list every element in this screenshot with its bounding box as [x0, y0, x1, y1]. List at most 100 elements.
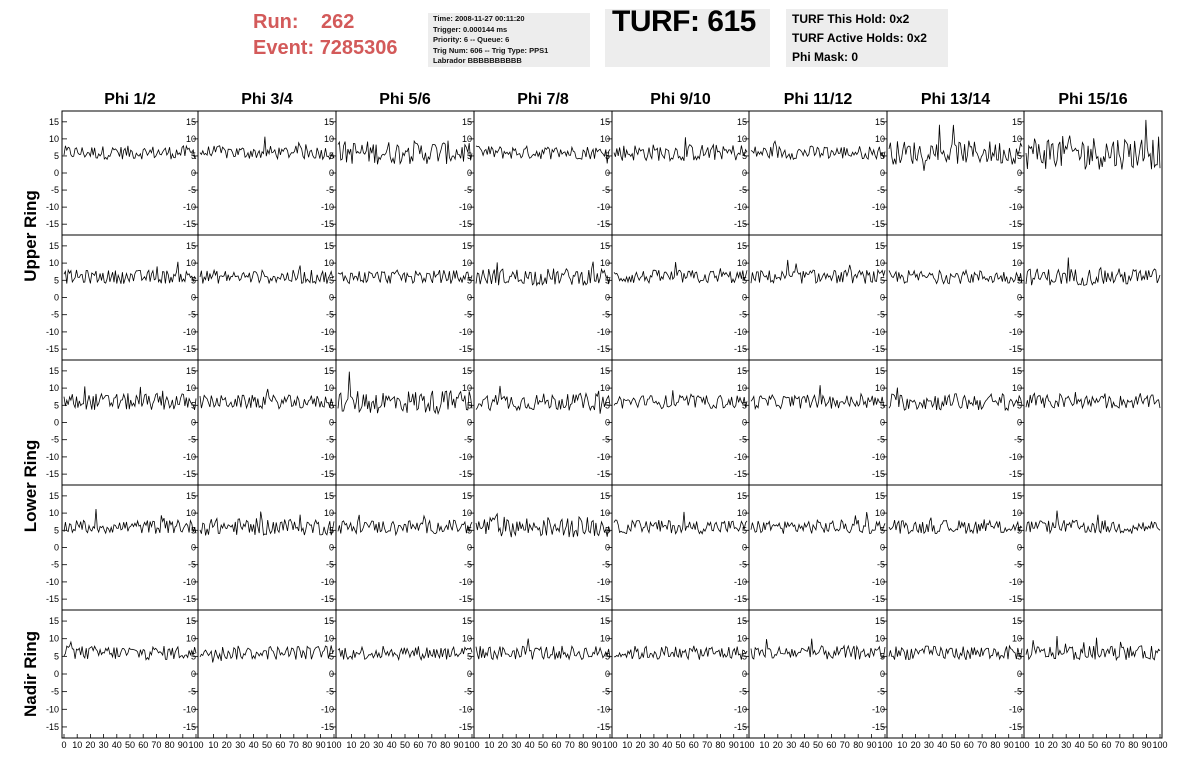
y-tick-label: 0	[605, 418, 610, 428]
x-tick-label: 30	[649, 740, 659, 750]
y-tick-label: -15	[872, 722, 885, 732]
y-tick-label: -5	[464, 435, 472, 445]
x-tick-label: 20	[911, 740, 921, 750]
column-header: Phi 1/2	[104, 91, 156, 108]
panel-frame	[1023, 234, 1163, 361]
y-tick-label: 15	[462, 491, 472, 501]
y-tick-label: 0	[467, 669, 472, 679]
y-tick-label: 15	[1012, 241, 1022, 251]
y-tick-label: 5	[880, 651, 885, 661]
y-tick-label: -10	[1009, 452, 1022, 462]
y-tick-label: 15	[737, 491, 747, 501]
y-tick-label: 5	[742, 651, 747, 661]
y-tick-label: -15	[734, 722, 747, 732]
y-tick-label: -10	[183, 704, 196, 714]
panel-frame	[886, 609, 1025, 739]
info-line: Priority: 6 -- Queue: 6	[433, 35, 510, 44]
y-tick-label: 0	[467, 418, 472, 428]
y-tick-label: 0	[191, 293, 196, 303]
x-tick-label: 30	[235, 740, 245, 750]
panel-frame	[61, 234, 199, 361]
waveform-trace	[888, 268, 1023, 285]
panel-frame	[335, 359, 475, 486]
y-tick-label: -15	[597, 344, 610, 354]
y-tick-label: 5	[742, 400, 747, 410]
y-tick-label: -5	[51, 435, 59, 445]
panel-frame	[748, 609, 888, 739]
x-tick-label: 20	[1048, 740, 1058, 750]
y-tick-label: -10	[734, 452, 747, 462]
y-tick-label: 5	[191, 651, 196, 661]
event-label: Event:	[253, 37, 315, 59]
panel-frame	[1023, 484, 1163, 611]
panel-frame	[197, 110, 337, 236]
waveform-trace	[888, 644, 1023, 661]
x-tick-label: 70	[1115, 740, 1125, 750]
y-tick-label: 5	[329, 525, 334, 535]
x-tick-label: 70	[840, 740, 850, 750]
y-tick-label: 10	[875, 508, 885, 518]
column-header: Phi 5/6	[379, 91, 431, 108]
y-tick-label: -15	[872, 594, 885, 604]
y-tick-label: -10	[597, 577, 610, 587]
y-tick-label: 10	[600, 258, 610, 268]
x-tick-label: 30	[924, 740, 934, 750]
x-tick-label: 80	[715, 740, 725, 750]
y-tick-label: -15	[459, 344, 472, 354]
x-tick-label: 40	[525, 740, 535, 750]
panel-frame	[611, 234, 750, 361]
y-tick-label: 15	[49, 117, 59, 127]
waveform-trace	[337, 371, 473, 416]
waveform-trace	[475, 261, 611, 287]
y-tick-label: 5	[1017, 400, 1022, 410]
y-tick-label: -15	[183, 344, 196, 354]
y-tick-label: 0	[742, 669, 747, 679]
y-tick-label: -10	[459, 704, 472, 714]
x-tick-label: 50	[813, 740, 823, 750]
run-value: 262	[321, 11, 355, 33]
panel-frame	[335, 609, 475, 739]
y-tick-label: 15	[875, 616, 885, 626]
waveform-trace	[199, 265, 335, 285]
y-tick-label: 0	[1017, 418, 1022, 428]
y-tick-label: -10	[46, 202, 59, 212]
column-header: Phi 13/14	[921, 91, 990, 108]
y-tick-label: -5	[602, 560, 610, 570]
y-tick-label: -10	[872, 577, 885, 587]
y-tick-label: -5	[464, 310, 472, 320]
y-tick-label: -10	[321, 202, 334, 212]
y-tick-label: -10	[183, 452, 196, 462]
waveform-trace	[1025, 119, 1161, 170]
y-tick-label: 15	[462, 366, 472, 376]
x-tick-label: 30	[1061, 740, 1071, 750]
panel-frame	[473, 609, 613, 739]
y-tick-label: -10	[46, 704, 59, 714]
y-tick-label: -5	[51, 560, 59, 570]
y-tick-label: -10	[46, 452, 59, 462]
y-tick-label: 5	[1017, 151, 1022, 161]
y-tick-label: 0	[880, 418, 885, 428]
y-tick-label: 0	[1017, 293, 1022, 303]
x-tick-label: 40	[1075, 740, 1085, 750]
y-tick-label: -15	[872, 344, 885, 354]
y-tick-label: -5	[51, 687, 59, 697]
y-tick-label: 10	[462, 508, 472, 518]
x-tick-label: 50	[125, 740, 135, 750]
y-tick-label: -5	[739, 560, 747, 570]
y-tick-label: -5	[877, 560, 885, 570]
y-tick-label: 10	[737, 383, 747, 393]
x-tick-label: 90	[729, 740, 739, 750]
y-tick-label: 15	[1012, 117, 1022, 127]
panel-frame	[611, 110, 750, 236]
y-tick-label: -5	[1014, 687, 1022, 697]
x-tick-label: 30	[511, 740, 521, 750]
column-header: Phi 9/10	[650, 91, 711, 108]
y-tick-label: -10	[734, 704, 747, 714]
x-tick-label: 40	[800, 740, 810, 750]
y-tick-label: -5	[877, 185, 885, 195]
x-tick-label: 0	[61, 740, 66, 750]
y-tick-label: 10	[49, 134, 59, 144]
panel-frame	[335, 484, 475, 611]
y-tick-label: 5	[54, 651, 59, 661]
waveform-trace	[63, 144, 197, 161]
